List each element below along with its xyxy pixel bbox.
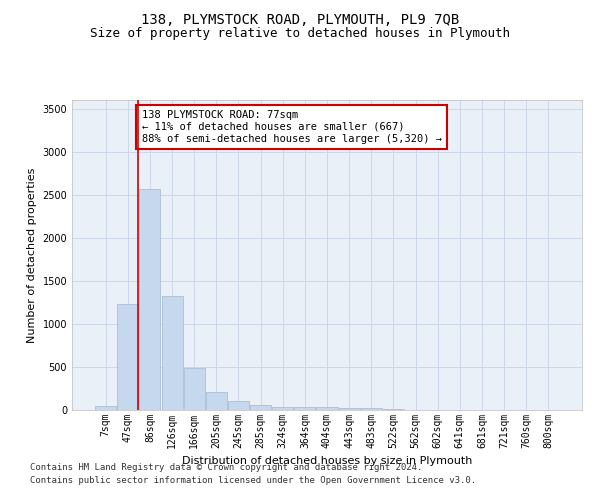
Bar bbox=[295, 408, 316, 410]
Bar bbox=[184, 368, 205, 410]
Bar bbox=[161, 296, 182, 410]
Bar bbox=[250, 405, 271, 410]
Y-axis label: Number of detached properties: Number of detached properties bbox=[27, 168, 37, 342]
Text: 138 PLYMSTOCK ROAD: 77sqm
← 11% of detached houses are smaller (667)
88% of semi: 138 PLYMSTOCK ROAD: 77sqm ← 11% of detac… bbox=[142, 110, 442, 144]
Bar bbox=[118, 304, 139, 410]
Bar bbox=[139, 188, 160, 410]
Text: Contains public sector information licensed under the Open Government Licence v3: Contains public sector information licen… bbox=[30, 476, 476, 485]
Bar bbox=[206, 392, 227, 410]
Bar bbox=[361, 408, 382, 410]
Text: Contains HM Land Registry data © Crown copyright and database right 2024.: Contains HM Land Registry data © Crown c… bbox=[30, 464, 422, 472]
Text: 138, PLYMSTOCK ROAD, PLYMOUTH, PL9 7QB: 138, PLYMSTOCK ROAD, PLYMOUTH, PL9 7QB bbox=[141, 12, 459, 26]
X-axis label: Distribution of detached houses by size in Plymouth: Distribution of detached houses by size … bbox=[182, 456, 472, 466]
Bar bbox=[383, 409, 404, 410]
Bar bbox=[95, 406, 116, 410]
Text: Size of property relative to detached houses in Plymouth: Size of property relative to detached ho… bbox=[90, 28, 510, 40]
Bar bbox=[338, 408, 359, 410]
Bar bbox=[228, 400, 249, 410]
Bar bbox=[272, 406, 293, 410]
Bar bbox=[316, 408, 338, 410]
